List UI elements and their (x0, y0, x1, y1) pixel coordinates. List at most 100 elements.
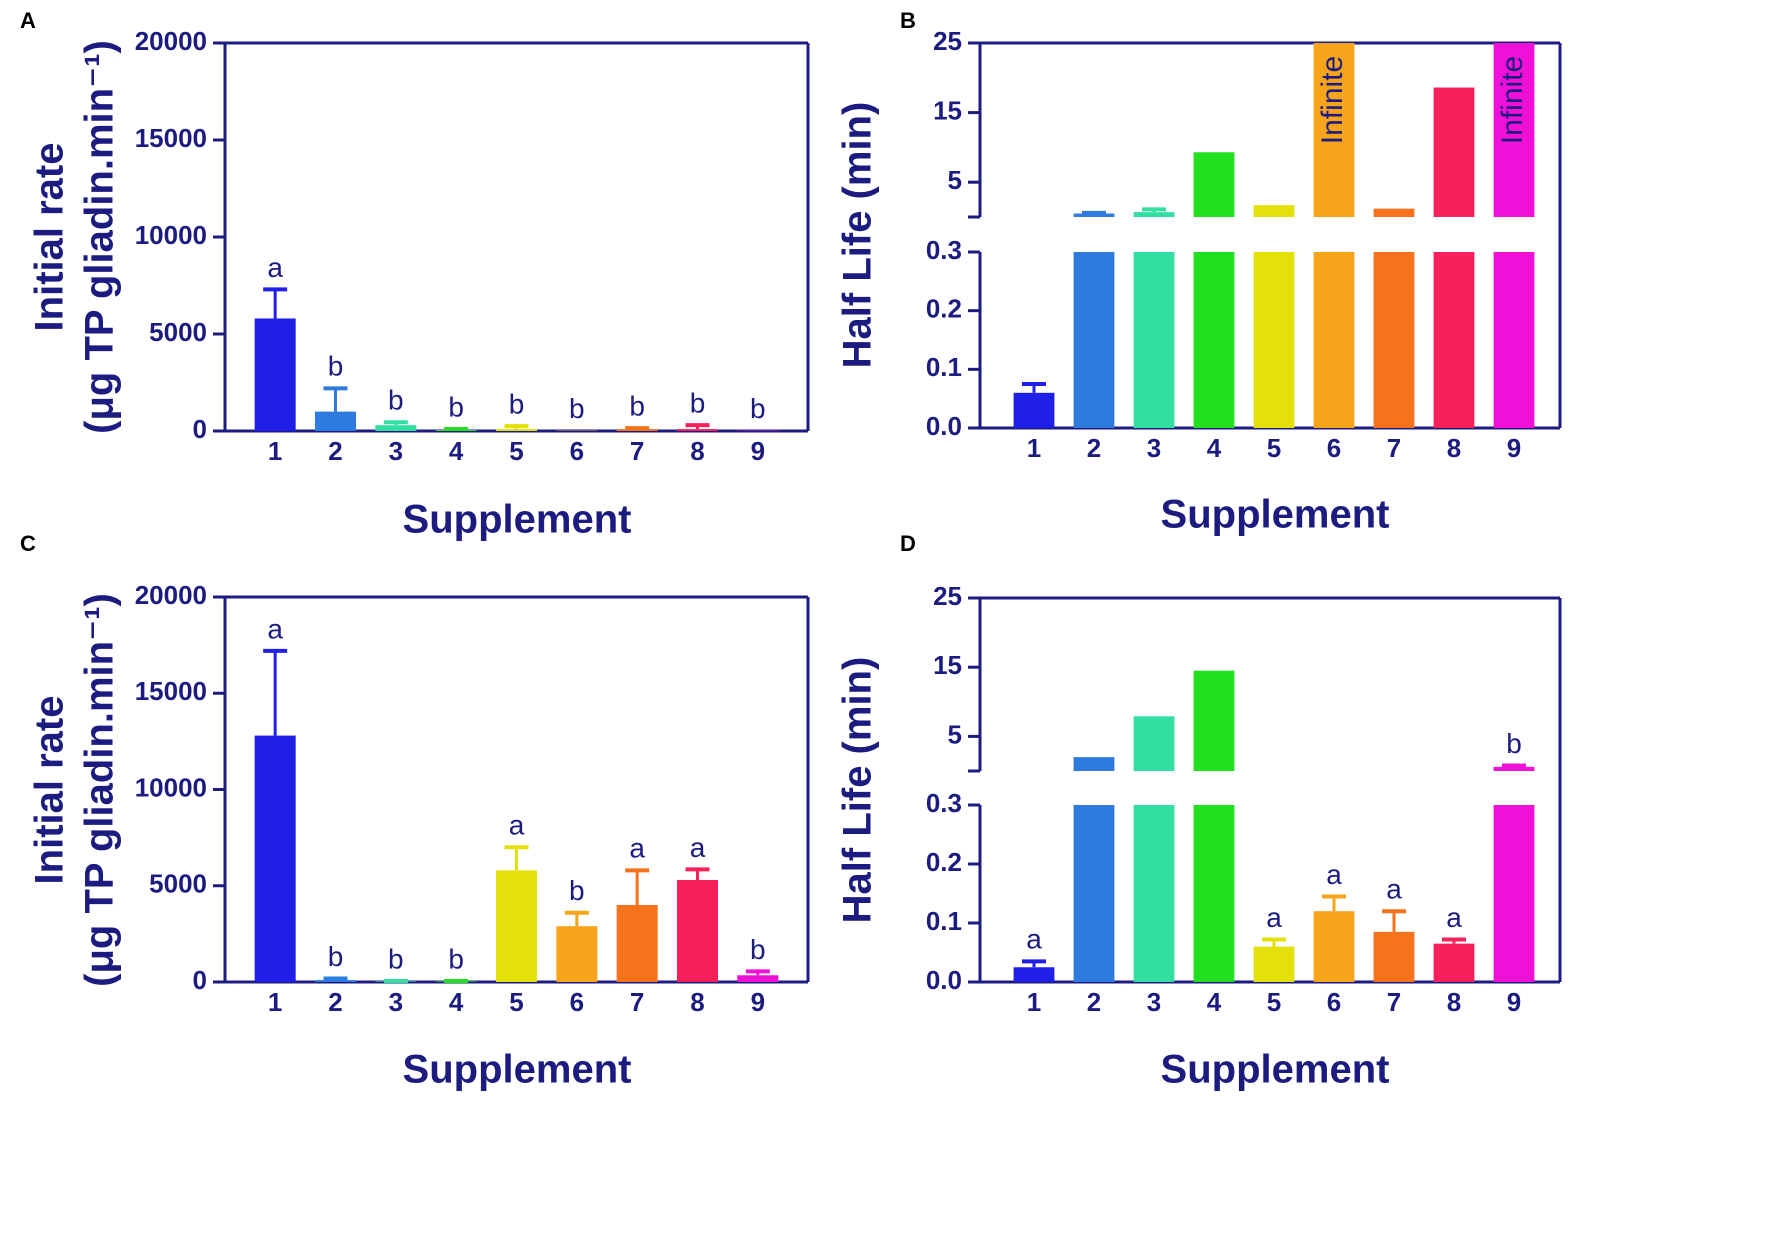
bar (1253, 946, 1295, 982)
y-tick-label: 20000 (135, 580, 207, 610)
x-tick-label: 6 (1327, 987, 1341, 1017)
bar (1493, 252, 1535, 428)
bar (1313, 252, 1355, 428)
bar (254, 735, 296, 982)
bar-upper (1253, 205, 1295, 217)
y-axis-title: Half Life (min) (836, 657, 880, 924)
y-tick-label: 0.1 (926, 906, 962, 936)
bar (1073, 805, 1115, 982)
significance-letter: b (328, 941, 344, 972)
x-tick-label: 3 (1147, 987, 1161, 1017)
y-axis-title: Half Life (min) (836, 102, 880, 369)
y-tick-label: 5 (948, 719, 962, 749)
x-tick-label: 5 (1267, 987, 1281, 1017)
significance-letter: b (750, 934, 766, 965)
y-tick-label: 15000 (135, 123, 207, 153)
x-axis-title: Supplement (1161, 1048, 1390, 1092)
panel-label: D (900, 531, 916, 556)
bar (1493, 805, 1535, 982)
y-tick-label: 0.0 (926, 965, 962, 995)
y-tick-label: 0.3 (926, 235, 962, 265)
x-tick-label: 6 (1327, 433, 1341, 463)
significance-letter: b (629, 390, 645, 421)
significance-letter: a (509, 810, 525, 841)
bar-upper (1193, 670, 1235, 771)
significance-letter: b (750, 393, 766, 424)
bar (1133, 252, 1175, 428)
value-label: Infinite (1496, 56, 1529, 144)
bar (556, 926, 598, 982)
y-tick-label: 5000 (149, 869, 207, 899)
x-tick-label: 9 (751, 987, 765, 1017)
y-tick-label: 0.2 (926, 294, 962, 324)
significance-letter: a (629, 833, 645, 864)
y-axis-title: (μg TP gliadin.min⁻¹) (78, 40, 122, 434)
value-label: Infinite (1316, 56, 1349, 144)
y-tick-label: 15000 (135, 676, 207, 706)
y-tick-label: 10000 (135, 772, 207, 802)
panel-label: C (20, 531, 36, 556)
bar (495, 870, 538, 982)
x-tick-label: 6 (570, 987, 584, 1017)
bar (495, 429, 538, 431)
y-tick-label: 0.3 (926, 788, 962, 818)
bar (314, 980, 357, 982)
bar-upper (1073, 213, 1115, 217)
x-tick-label: 1 (268, 987, 282, 1017)
bar (1073, 252, 1115, 428)
bar-upper (1433, 87, 1475, 217)
x-tick-label: 1 (268, 436, 282, 466)
bar (1013, 392, 1055, 428)
x-tick-label: 4 (1207, 433, 1222, 463)
bar (375, 425, 417, 431)
x-tick-label: 2 (328, 987, 342, 1017)
bar-upper (1493, 766, 1535, 771)
significance-letter: b (388, 385, 404, 416)
bar (1373, 931, 1415, 982)
bar (737, 975, 779, 982)
bar (1253, 252, 1295, 428)
bar-upper (1313, 43, 1355, 217)
x-tick-label: 7 (630, 436, 644, 466)
x-tick-label: 2 (328, 436, 342, 466)
bar (1193, 805, 1235, 982)
significance-letter: a (1266, 902, 1282, 933)
x-tick-label: 8 (1447, 433, 1461, 463)
significance-letter: b (1506, 728, 1522, 759)
x-tick-label: 3 (389, 436, 403, 466)
y-tick-label: 0 (193, 965, 207, 995)
significance-letter: b (448, 943, 464, 974)
bar (676, 879, 719, 982)
panel-label: A (20, 8, 36, 33)
bar-upper (1373, 208, 1415, 217)
bar (1433, 943, 1475, 982)
x-tick-label: 4 (1207, 987, 1222, 1017)
x-tick-label: 2 (1087, 987, 1101, 1017)
x-tick-label: 5 (509, 436, 523, 466)
significance-letter: a (1386, 874, 1402, 905)
bar-upper (1133, 716, 1175, 771)
panel-label: B (900, 8, 916, 33)
x-tick-label: 8 (690, 436, 704, 466)
x-tick-label: 1 (1027, 987, 1041, 1017)
significance-letter: b (328, 351, 344, 382)
y-axis-title: (μg TP gliadin.min⁻¹) (78, 593, 122, 987)
bar (1133, 805, 1175, 982)
y-tick-label: 15 (933, 95, 962, 125)
significance-letter: b (448, 391, 464, 422)
x-tick-label: 9 (751, 436, 765, 466)
bar-upper (1133, 212, 1175, 217)
x-axis-title: Supplement (1161, 493, 1390, 537)
x-tick-label: 4 (449, 436, 464, 466)
bar (314, 411, 357, 431)
bar (1433, 252, 1475, 428)
significance-letter: a (267, 613, 283, 644)
x-tick-label: 7 (1387, 433, 1401, 463)
bar (1373, 252, 1415, 428)
y-tick-label: 25 (933, 581, 962, 611)
bar (1193, 252, 1235, 428)
x-tick-label: 3 (389, 987, 403, 1017)
y-tick-label: 25 (933, 26, 962, 56)
significance-letter: a (690, 832, 706, 863)
